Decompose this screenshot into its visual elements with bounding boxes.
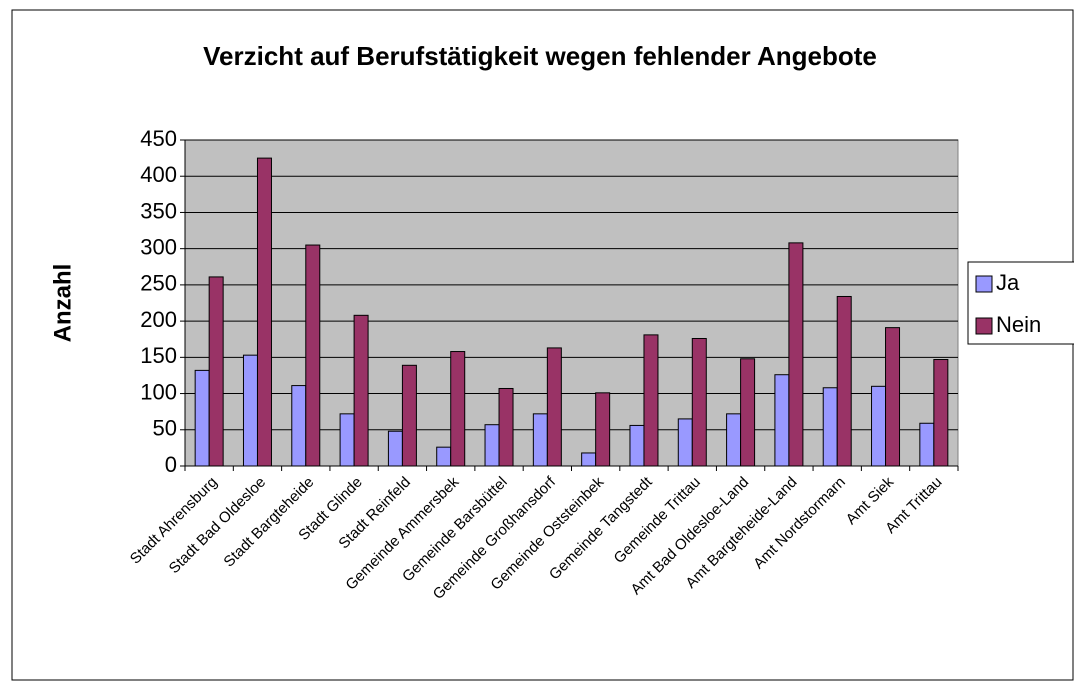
bar — [885, 327, 901, 467]
bar — [532, 413, 548, 467]
y-tick-label: 400 — [140, 162, 177, 187]
bar — [919, 422, 935, 467]
y-tick-label: 200 — [140, 307, 177, 332]
bar — [836, 295, 852, 467]
bar — [436, 446, 452, 467]
bar — [677, 418, 693, 467]
legend-label: Ja — [996, 270, 1020, 295]
legend-label: Nein — [996, 312, 1041, 337]
bar — [691, 337, 707, 467]
y-tick-label: 300 — [140, 234, 177, 259]
bar — [194, 369, 210, 467]
y-tick-label: 0 — [165, 452, 177, 477]
bar — [774, 374, 790, 467]
bar — [256, 157, 272, 467]
bar — [740, 358, 756, 467]
bar — [788, 242, 804, 467]
y-tick-label: 100 — [140, 379, 177, 404]
y-tick-label: 250 — [140, 271, 177, 296]
bar — [726, 413, 742, 467]
y-tick-label: 50 — [153, 416, 177, 441]
bar — [933, 359, 949, 467]
bar — [450, 351, 466, 467]
y-tick-label: 450 — [140, 126, 177, 151]
bar — [353, 314, 369, 467]
bar — [498, 387, 514, 467]
bar — [546, 347, 562, 467]
bar — [339, 413, 355, 467]
bar — [291, 385, 307, 467]
legend-swatch — [975, 317, 993, 335]
y-tick-label: 350 — [140, 198, 177, 223]
bar — [629, 424, 645, 467]
bar — [822, 387, 838, 467]
bar — [208, 276, 224, 467]
y-tick-label: 150 — [140, 343, 177, 368]
bar — [484, 424, 500, 467]
bar — [242, 354, 258, 467]
bar — [871, 385, 887, 467]
bar — [305, 244, 321, 467]
y-axis-label: Anzahl — [49, 264, 76, 343]
legend-swatch — [975, 275, 993, 293]
bar — [401, 364, 417, 467]
bar — [387, 430, 403, 467]
bar — [643, 334, 659, 467]
bar — [581, 452, 597, 467]
bar — [595, 392, 611, 467]
chart-title: Verzicht auf Berufstätigkeit wegen fehle… — [203, 41, 877, 71]
